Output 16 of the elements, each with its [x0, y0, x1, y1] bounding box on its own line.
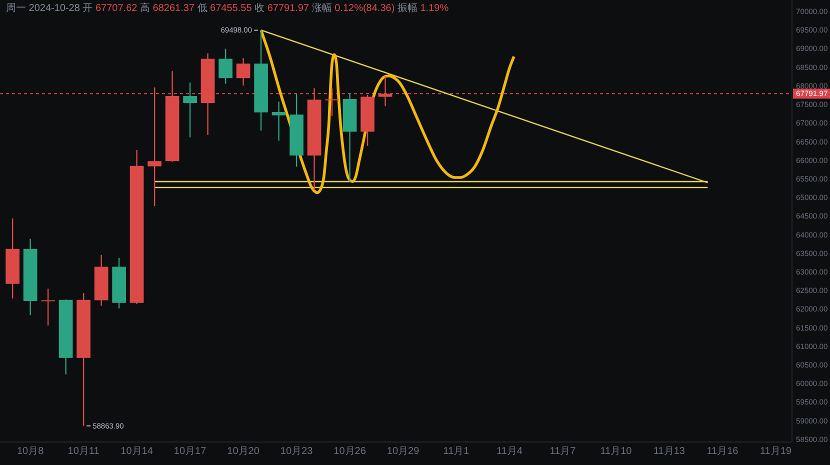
x-tick-label: 11月10: [600, 446, 632, 457]
x-tick-label: 10月17: [174, 446, 207, 457]
x-tick-label: 10月8: [16, 446, 44, 457]
x-tick-label: 11月1: [443, 446, 470, 457]
x-tick-label: 11月19: [760, 446, 792, 457]
x-tick-label: 10月14: [120, 446, 154, 457]
x-tick-label: 11月4: [496, 446, 523, 457]
title: 周一 2024-10-28 开 67707.62 高 68261.37 低 67455.55 收 67791.97 涨幅 0.12%(84.36) 振幅 1.19%: [6, 3, 449, 14]
x-tick-label: 11月7: [550, 446, 576, 457]
x-tick-label: 10月26: [334, 446, 366, 457]
x-tick-label: 10月23: [280, 446, 314, 457]
x-tick-label: 10月29: [386, 446, 420, 457]
x-tick-label: 11月16: [706, 446, 739, 457]
x-tick-label: 11月13: [653, 446, 686, 457]
x-tick-label: 10月20: [227, 446, 260, 457]
x-tick-label: 10月11: [68, 446, 100, 457]
